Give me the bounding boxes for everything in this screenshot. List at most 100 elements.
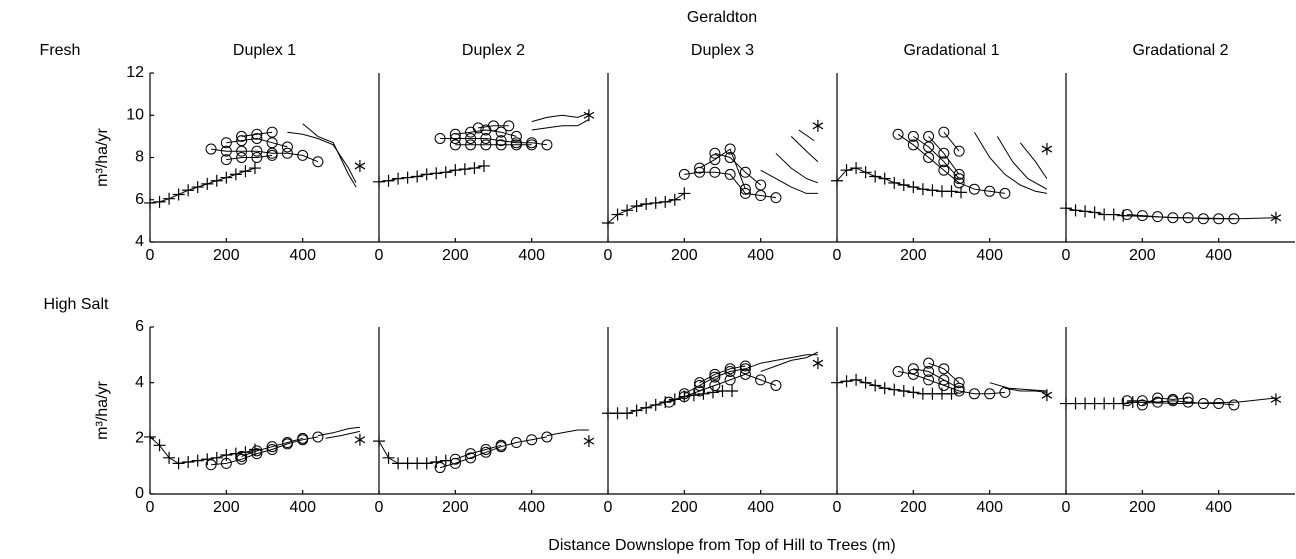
- circle-marker: [251, 152, 263, 163]
- star-marker: [812, 357, 824, 370]
- circle-marker: [663, 396, 675, 408]
- plus-marker: [468, 162, 481, 175]
- x-tick-label: 0: [1062, 247, 1071, 264]
- plus-marker: [153, 195, 166, 208]
- circle-marker: [488, 120, 499, 132]
- x-tick-label: 400: [976, 499, 1003, 516]
- circle-marker: [694, 385, 706, 397]
- plus-marker: [229, 447, 242, 460]
- plus-marker: [630, 200, 643, 213]
- circle-marker: [1228, 399, 1240, 411]
- plus-marker: [926, 184, 939, 197]
- x-tick-label: 400: [289, 499, 316, 516]
- circle-marker: [251, 445, 263, 457]
- series-line: [211, 436, 318, 466]
- plus-marker: [897, 385, 910, 398]
- circle-marker: [236, 450, 248, 462]
- x-tick-label: 200: [900, 247, 927, 264]
- panel-title: Duplex 3: [691, 42, 754, 59]
- circle-marker: [449, 453, 461, 465]
- circle-marker: [1182, 396, 1194, 408]
- plus-marker: [1088, 206, 1101, 219]
- circle-marker: [694, 377, 706, 389]
- plus-marker: [630, 404, 643, 417]
- plus-marker: [726, 385, 739, 398]
- plus-marker: [191, 181, 204, 194]
- plus-marker: [649, 196, 662, 209]
- circle-marker: [236, 130, 248, 142]
- circle-marker: [968, 183, 980, 195]
- circle-marker: [1136, 399, 1148, 411]
- plus-marker: [248, 162, 261, 175]
- plus-marker: [191, 454, 204, 467]
- star-marker: [354, 159, 366, 172]
- series-line: [1142, 397, 1189, 406]
- plus-marker: [201, 177, 214, 190]
- y-tick-label: 4: [135, 233, 144, 250]
- series-line: [531, 119, 590, 131]
- series-line: [1004, 387, 1047, 393]
- plus-marker: [840, 375, 853, 388]
- plus-marker: [239, 165, 252, 178]
- series-line: [287, 131, 357, 184]
- series-line: [928, 136, 960, 175]
- plus-marker: [1060, 202, 1072, 215]
- series-line: [973, 131, 1047, 194]
- x-tick-label: 0: [833, 247, 842, 264]
- series-line: [317, 426, 360, 437]
- plus-marker: [458, 163, 471, 176]
- plus-marker: [1069, 204, 1082, 217]
- circle-marker: [541, 431, 553, 443]
- circle-marker: [923, 130, 935, 142]
- y-axis-label: m³/ha/yr: [94, 380, 111, 439]
- series-line: [699, 365, 746, 384]
- series-line: [913, 368, 960, 389]
- circle-marker: [1136, 210, 1148, 222]
- circle-marker: [739, 360, 751, 372]
- circle-marker: [938, 156, 950, 168]
- plus-marker: [602, 216, 614, 229]
- circle-marker: [953, 385, 965, 397]
- plus-marker: [955, 186, 968, 199]
- circle-marker: [251, 128, 263, 140]
- series-line: [989, 382, 1047, 392]
- series-line: [668, 373, 777, 403]
- plus-marker: [220, 449, 233, 462]
- circle-marker: [907, 130, 919, 142]
- plus-marker: [916, 183, 929, 196]
- circle-marker: [297, 149, 309, 161]
- plus-marker: [163, 451, 176, 464]
- panel-title: Gradational 1: [903, 42, 999, 59]
- plus-marker: [392, 172, 405, 185]
- circle-marker: [938, 374, 950, 386]
- series-line: [1123, 215, 1276, 220]
- circle-marker: [266, 137, 278, 149]
- y-tick-label: 12: [126, 64, 144, 81]
- circle-marker: [236, 145, 248, 157]
- circle-marker: [220, 154, 232, 166]
- plus-marker: [678, 187, 691, 200]
- circle-marker: [709, 154, 721, 166]
- circle-marker: [1121, 395, 1133, 407]
- circle-marker: [968, 388, 980, 400]
- plus-marker: [668, 393, 681, 406]
- circle-marker: [449, 132, 461, 144]
- circle-marker: [724, 363, 736, 375]
- circle-marker: [755, 190, 767, 202]
- circle-marker: [709, 368, 721, 380]
- star-marker: [1041, 389, 1053, 402]
- y-tick-label: 0: [135, 485, 144, 502]
- series-line: [760, 351, 819, 372]
- series-line: [226, 154, 273, 161]
- circle-marker: [984, 388, 996, 400]
- circle-marker: [510, 139, 522, 151]
- plus-marker: [182, 455, 195, 468]
- circle-marker: [907, 368, 919, 380]
- x-tick-label: 400: [518, 247, 545, 264]
- circle-marker: [724, 143, 736, 155]
- x-tick-label: 400: [976, 247, 1003, 264]
- circle-marker: [938, 126, 950, 138]
- plus-marker: [373, 175, 385, 188]
- circle-marker: [236, 152, 248, 163]
- x-tick-label: 0: [1062, 499, 1071, 516]
